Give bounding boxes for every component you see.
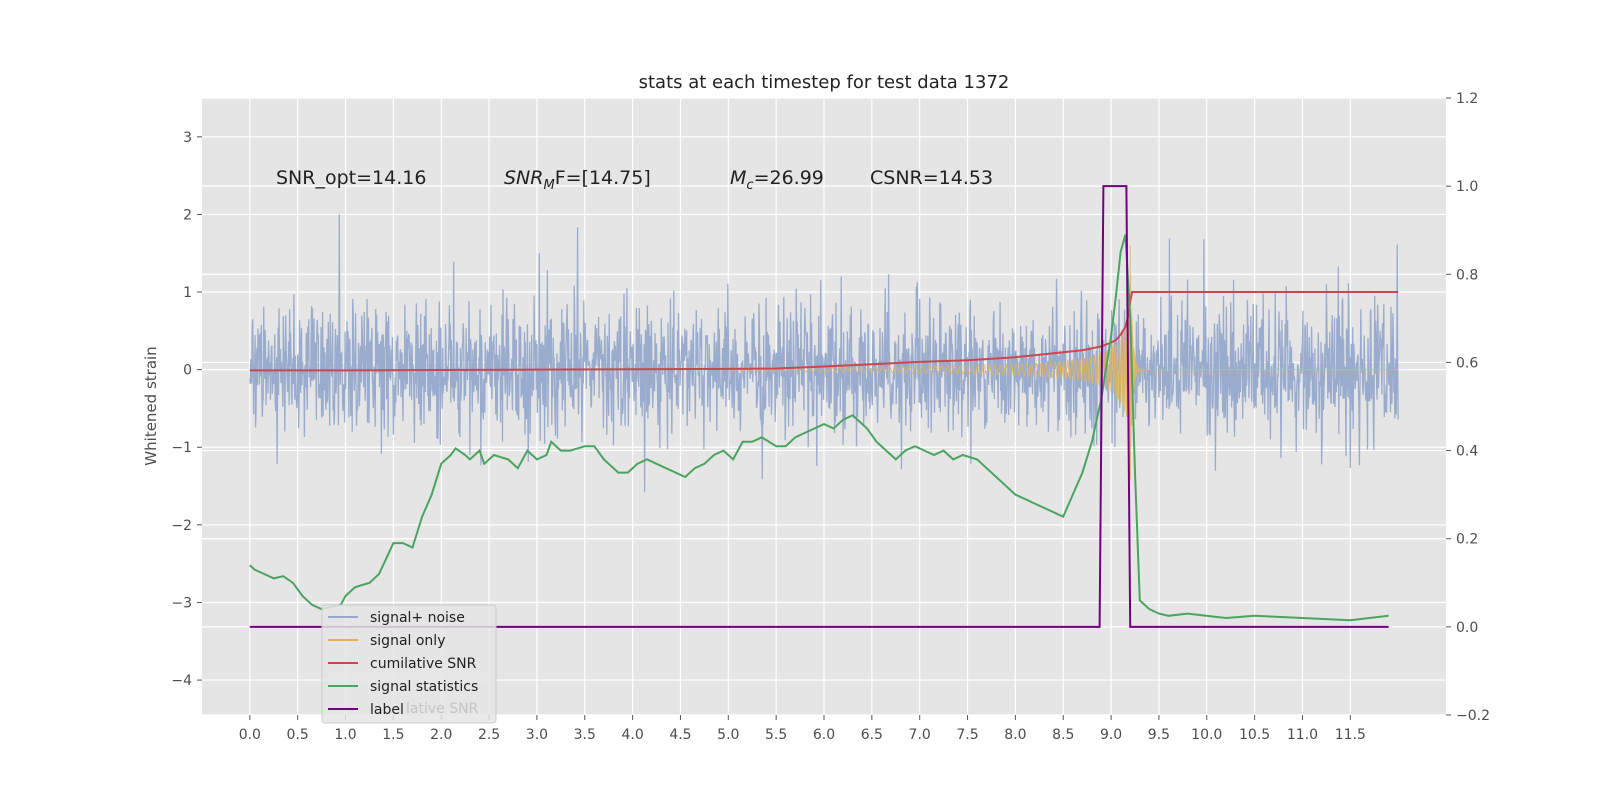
- y-tick-label-right: 0.6: [1456, 355, 1478, 371]
- snr-mf-base: SNR: [504, 167, 543, 189]
- x-tick-label: 6.0: [813, 727, 835, 743]
- y-tick-label-left: 1: [183, 285, 192, 301]
- legend-box: [321, 604, 497, 724]
- annotation-csnr: CSNR=14.53: [870, 167, 993, 189]
- mc-rest: =26.99: [754, 167, 824, 189]
- signal-statistics-line: [249, 234, 1389, 622]
- chart-title: stats at each timestep for test data 137…: [639, 72, 1010, 93]
- x-tick-label: 2.5: [478, 727, 500, 743]
- x-tick-label: 8.5: [1052, 727, 1074, 743]
- y-tick-label-left: −2: [171, 518, 192, 534]
- x-tick-label: 5.5: [765, 727, 787, 743]
- y-tick-label-left: −3: [171, 595, 192, 611]
- mc-base: M: [730, 167, 746, 189]
- x-tick-label: 11.5: [1335, 727, 1366, 743]
- signal-only-trace: [727, 245, 1399, 480]
- x-tick-label: 0.5: [287, 727, 309, 743]
- y-tick-label-left: −1: [171, 440, 192, 456]
- annotation-snr-mf: SNRMF=[14.75]: [504, 167, 651, 193]
- x-tick-label: 8.0: [1004, 727, 1026, 743]
- x-tick-label: 9.0: [1100, 727, 1122, 743]
- y-tick-label-left: 3: [183, 130, 192, 146]
- x-axis-ticks: 0.0 0.5 1.0 1.5 2.0 2.5 3.0 3.5 4.0 4.5 5.0 5.5 6.0 6…: [239, 715, 1366, 743]
- y-tick-label-right: 1.0: [1456, 179, 1478, 195]
- y-axis-label: Whitened strain: [142, 346, 160, 465]
- x-tick-label: 7.5: [956, 727, 978, 743]
- legend-label: signal statistics: [370, 679, 478, 695]
- x-tick-label: 3.5: [574, 727, 596, 743]
- x-tick-label: 1.0: [334, 727, 356, 743]
- x-tick-label: 4.0: [621, 727, 643, 743]
- y-tick-label-right: 0.8: [1456, 267, 1478, 283]
- snr-mf-rest: F=[14.75]: [555, 167, 651, 189]
- y-tick-label-right: 0.2: [1456, 532, 1478, 548]
- y-tick-label-left: 0: [183, 363, 192, 379]
- annotation-mc: Mc=26.99: [730, 167, 824, 193]
- x-tick-label: 7.0: [909, 727, 931, 743]
- mc-sub: c: [746, 178, 753, 193]
- x-tick-label: 10.5: [1239, 727, 1270, 743]
- x-tick-label: 3.0: [526, 727, 548, 743]
- x-tick-label: 2.0: [430, 727, 452, 743]
- x-tick-label: 1.5: [382, 727, 404, 743]
- x-tick-label: 9.5: [1148, 727, 1170, 743]
- y-tick-label-right: 1.2: [1456, 91, 1478, 107]
- legend-ghost-text: lative SNR: [406, 701, 479, 717]
- label-line: [249, 185, 1389, 628]
- x-tick-label: 4.5: [669, 727, 691, 743]
- x-tick-label: 11.0: [1287, 727, 1318, 743]
- signal-only-series: [727, 245, 1399, 480]
- y-tick-label-left: −4: [171, 673, 192, 689]
- legend: lative SNR signal+ noise signal only cumil…: [321, 604, 497, 724]
- y-tick-label-left: 2: [183, 207, 192, 223]
- signal-noise-trace: [249, 214, 1399, 493]
- signal-noise-series: [249, 214, 1399, 493]
- cumulative-snr-line: [249, 291, 1399, 372]
- y-tick-label-right: 0.4: [1456, 444, 1478, 460]
- legend-label: label: [370, 702, 404, 718]
- annotation-snr-opt: SNR_opt=14.16: [276, 167, 426, 189]
- legend-label: signal+ noise: [370, 610, 465, 626]
- y-axis-left-ticks: 3 2 1 0 −1 −2 −3 −4: [171, 130, 202, 689]
- legend-label: signal only: [370, 633, 445, 649]
- y-axis-right-ticks: 1.2 1.0 0.8 0.6 0.4 0.2 0.0 −0.2: [1446, 91, 1490, 724]
- x-tick-label: 5.0: [717, 727, 739, 743]
- y-tick-label-right: −0.2: [1456, 708, 1490, 724]
- snr-mf-sub: M: [543, 178, 554, 193]
- y-tick-label-right: 0.0: [1456, 620, 1478, 636]
- x-tick-label: 6.5: [861, 727, 883, 743]
- x-tick-label: 10.0: [1191, 727, 1222, 743]
- legend-label: cumilative SNR: [370, 656, 477, 672]
- x-tick-label: 0.0: [239, 727, 261, 743]
